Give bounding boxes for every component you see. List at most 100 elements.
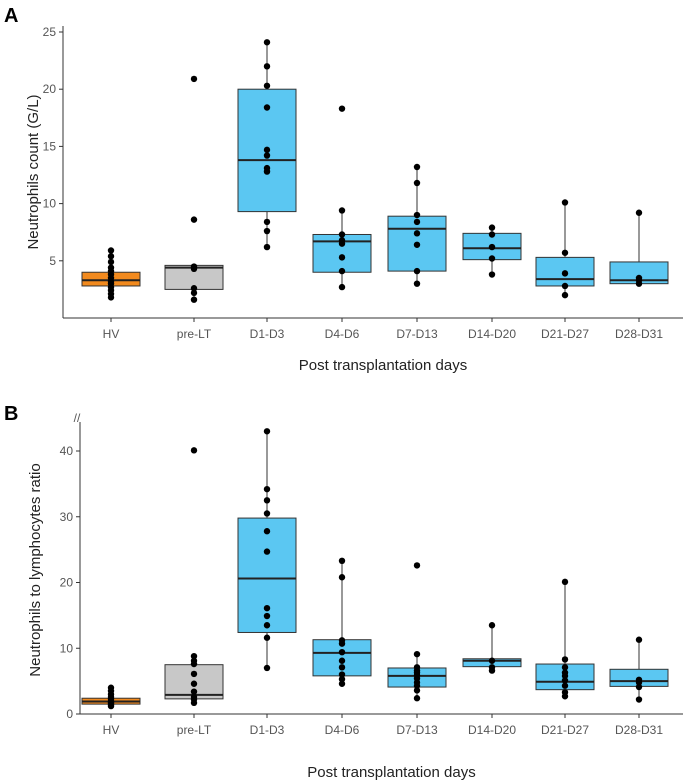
data-point [263,634,271,641]
panel-b: B 0 10 20 30 40 // HV pre-LT D1-D3 D4-D6 D7-D13 D14-… [4,403,683,781]
data-point [263,146,271,154]
x-tick-label: HV [103,723,120,737]
data-point [263,152,271,159]
x-tick-label: D4-D6 [325,723,360,737]
data-point [561,578,569,586]
y-tick-label: 20 [60,576,74,590]
box-d4-d6 [312,557,372,687]
axis-break-mark: // [74,411,81,425]
data-point [488,243,496,251]
data-point [107,264,115,271]
panel-a: A 5 10 15 20 25 HV pre-LT D1-D3 D4-D6 D7-D13 D14-D2… [4,5,683,374]
data-point [338,237,346,244]
y-tick-label: 0 [66,707,73,721]
data-point [190,447,198,454]
data-point [338,671,346,678]
data-point [561,656,569,663]
box-d28-d31 [609,636,669,703]
data-point [488,657,496,664]
data-point [263,510,271,517]
data-point [107,258,115,266]
data-point [413,280,421,287]
x-tick-label: D21-D27 [541,723,589,737]
data-point [107,247,115,254]
box-pre-lt [164,75,224,303]
data-point [338,283,346,291]
data-point [263,622,271,629]
x-tick-label: D28-D31 [615,327,663,341]
box-d21-d27 [535,199,595,299]
box-d1-d3 [237,428,297,672]
data-point [413,664,421,671]
box-d28-d31 [609,209,669,287]
data-point [561,664,569,671]
data-point [190,680,198,687]
y-tick-label: 10 [60,641,74,655]
data-point [190,296,198,303]
y-axis-label: Neutrophils to lymphocytes ratio [27,463,44,676]
data-point [263,428,271,435]
data-point [338,657,346,664]
data-point [190,263,198,270]
data-point [338,557,346,565]
data-point [413,267,421,275]
x-tick-label: D1-D3 [250,327,285,341]
data-point [338,574,346,581]
data-point [190,289,198,297]
data-point [190,216,198,223]
data-point [561,677,569,684]
data-point [635,683,643,691]
x-tick-label: pre-LT [177,723,212,737]
data-point [190,657,198,664]
data-point [561,291,569,299]
data-point [190,285,198,292]
box-d1-d3 [237,39,297,251]
data-point [413,179,421,187]
y-tick-label: 10 [43,197,57,211]
y-tick-label: 30 [60,510,74,524]
data-point [338,680,346,687]
data-point [263,82,271,89]
data-point [263,485,271,493]
data-point [413,650,421,658]
data-point [338,207,346,214]
data-point [413,687,421,694]
data-point [263,104,271,111]
data-point [561,249,569,256]
box-d7-d13 [387,562,447,702]
data-point [338,648,346,656]
data-point [263,612,271,620]
y-tick-label: 20 [43,82,57,96]
data-point [635,274,643,282]
data-point [413,230,421,237]
data-point [488,231,496,238]
x-tick-label: pre-LT [177,327,212,341]
data-point [413,562,421,569]
data-point [263,548,271,555]
y-tick-label: 40 [60,444,74,458]
box-d21-d27 [535,578,595,700]
x-tick-label: D21-D27 [541,327,589,341]
box-d4-d6 [312,105,372,291]
x-axis-label: Post transplantation days [307,764,475,781]
data-point [488,664,496,671]
data-point [263,164,271,172]
panel-label: A [4,5,18,27]
box-d14-d20 [462,224,522,278]
x-tick-label: D7-D13 [396,327,438,341]
data-point [190,693,198,701]
data-point [338,231,346,238]
data-point [263,243,271,251]
data-point [635,696,643,703]
x-tick-label: D4-D6 [325,327,360,341]
data-point [338,254,346,261]
data-point [413,163,421,171]
data-point [338,675,346,683]
data-point [190,670,198,678]
data-point [263,497,271,504]
x-tick-label: HV [103,327,120,341]
data-point [263,664,271,672]
data-point [488,622,496,629]
data-point [561,270,569,277]
y-tick-label: 25 [43,25,57,39]
